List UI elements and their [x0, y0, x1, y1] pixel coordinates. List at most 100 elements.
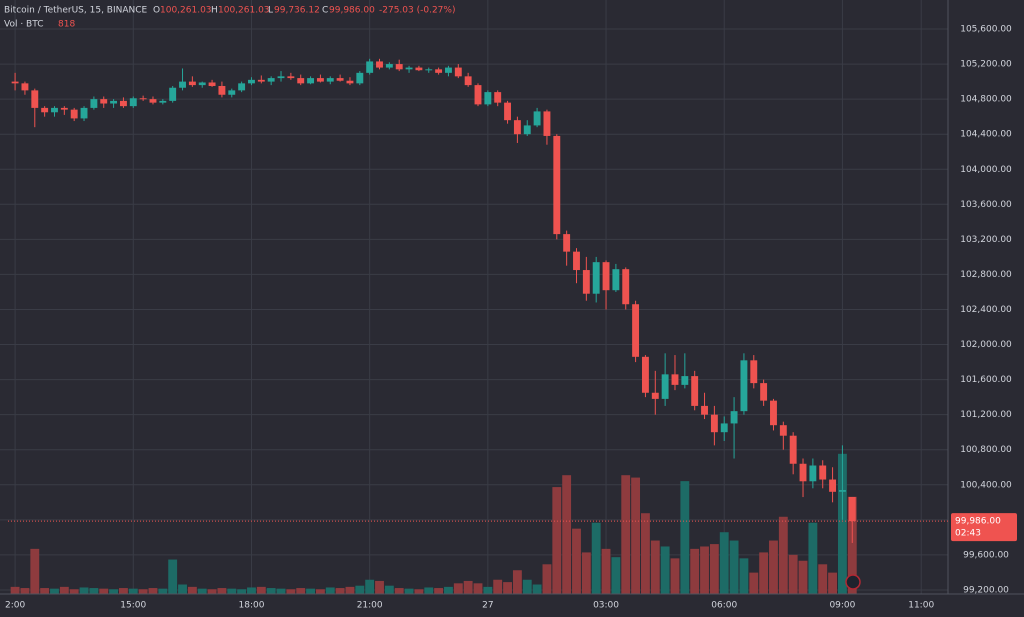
candle-body [385, 64, 393, 68]
candle-body [257, 79, 265, 82]
candle-body [307, 78, 315, 84]
candle-body [445, 67, 452, 73]
volume-bar [542, 564, 552, 594]
candle-body [770, 400, 777, 426]
volume-bar [847, 496, 857, 594]
volume-bar [709, 544, 719, 594]
volume-bar [325, 587, 335, 594]
candle-body [425, 69, 433, 71]
open-label: O [153, 6, 160, 16]
volume-bar [414, 589, 424, 594]
candle-body [376, 61, 383, 68]
volume-bar [335, 588, 345, 594]
candle-body [366, 61, 374, 73]
volume-bar [444, 586, 453, 594]
price-tag-box [951, 513, 1017, 542]
y-tick-label: 105,200.00 [960, 60, 1012, 70]
volume-bar [621, 475, 631, 594]
candle-body [573, 251, 580, 271]
y-tick-label: 100,400.00 [960, 480, 1012, 490]
candle-body [789, 435, 797, 464]
candle-body [582, 270, 590, 294]
candle-body [41, 107, 49, 113]
candle-body [513, 120, 521, 135]
candle-body [100, 99, 108, 104]
volume-bar [759, 552, 769, 594]
volume-bar [286, 589, 296, 594]
candle-body [543, 111, 551, 136]
y-tick-label: 99,200.00 [963, 585, 1009, 595]
y-tick-label: 104,400.00 [960, 130, 1012, 140]
candle-body [504, 102, 511, 121]
volume-bar [197, 588, 207, 594]
volume-bar [99, 588, 109, 594]
candle-body [198, 82, 206, 86]
candle-body [70, 109, 78, 119]
volume-bar [158, 588, 168, 594]
candle-body [80, 107, 88, 119]
candle-body [799, 463, 807, 482]
candle-body [248, 79, 255, 84]
candle-body [90, 99, 98, 108]
volume-bar [562, 475, 572, 594]
volume-bar [247, 587, 256, 594]
volume-bar [581, 552, 591, 594]
volume-bar [138, 589, 148, 594]
volume-bar [79, 587, 89, 594]
volume-bar [828, 572, 838, 594]
y-tick-label: 102,000.00 [960, 340, 1012, 350]
volume-bar [10, 586, 20, 594]
low-label: L [268, 6, 273, 16]
volume-bar [680, 481, 690, 594]
candle-body [208, 82, 216, 86]
candle-body [21, 83, 29, 91]
volume-bar [394, 588, 404, 594]
volume-bar [601, 548, 611, 594]
candle-body [720, 423, 728, 433]
axes: 99,200.0099,600.00100,000.00100,400.0010… [5, 25, 1012, 611]
volume-bar [453, 583, 463, 594]
volume-bar [384, 585, 394, 594]
volume-pane [10, 453, 857, 594]
y-tick-label: 102,800.00 [960, 270, 1012, 280]
volume-bar [50, 588, 59, 594]
candle-body [671, 374, 679, 385]
price-tag: 99,986.00 02:43 [8, 513, 1017, 542]
volume-bar [306, 588, 315, 594]
volume-bar [611, 557, 621, 594]
volume-bar [532, 584, 542, 594]
candle-body [641, 356, 649, 393]
volume-bar [345, 586, 355, 594]
countdown: 02:43 [955, 529, 981, 539]
candle-body [760, 383, 768, 401]
volume-bar [631, 477, 641, 594]
open-value: 100,261.03 [160, 6, 212, 16]
candle-body [809, 465, 817, 482]
y-tick-label: 102,400.00 [960, 305, 1012, 315]
candle-body [405, 67, 413, 70]
candle-body [119, 100, 127, 107]
candle-body [740, 360, 748, 412]
candle-body [848, 496, 856, 522]
candle-body [228, 90, 236, 95]
candle-body [395, 64, 403, 70]
volume-bar [434, 588, 444, 594]
volume-bar [266, 588, 276, 594]
volume-bar [178, 584, 187, 594]
candle-body [454, 67, 462, 77]
volume-bar [700, 546, 709, 594]
candle-body [563, 234, 571, 252]
candle-body [31, 90, 39, 108]
volume-bar [641, 513, 650, 594]
volume-bar [168, 559, 178, 594]
y-tick-label: 104,800.00 [960, 95, 1012, 105]
volume-bar [296, 588, 306, 594]
volume-bar [552, 487, 562, 594]
close-label: C [322, 6, 328, 16]
volume-bar [256, 586, 266, 594]
volume-bar [493, 579, 503, 594]
candle-body [750, 360, 758, 384]
candle-body [779, 425, 787, 436]
candle-body [464, 76, 472, 86]
